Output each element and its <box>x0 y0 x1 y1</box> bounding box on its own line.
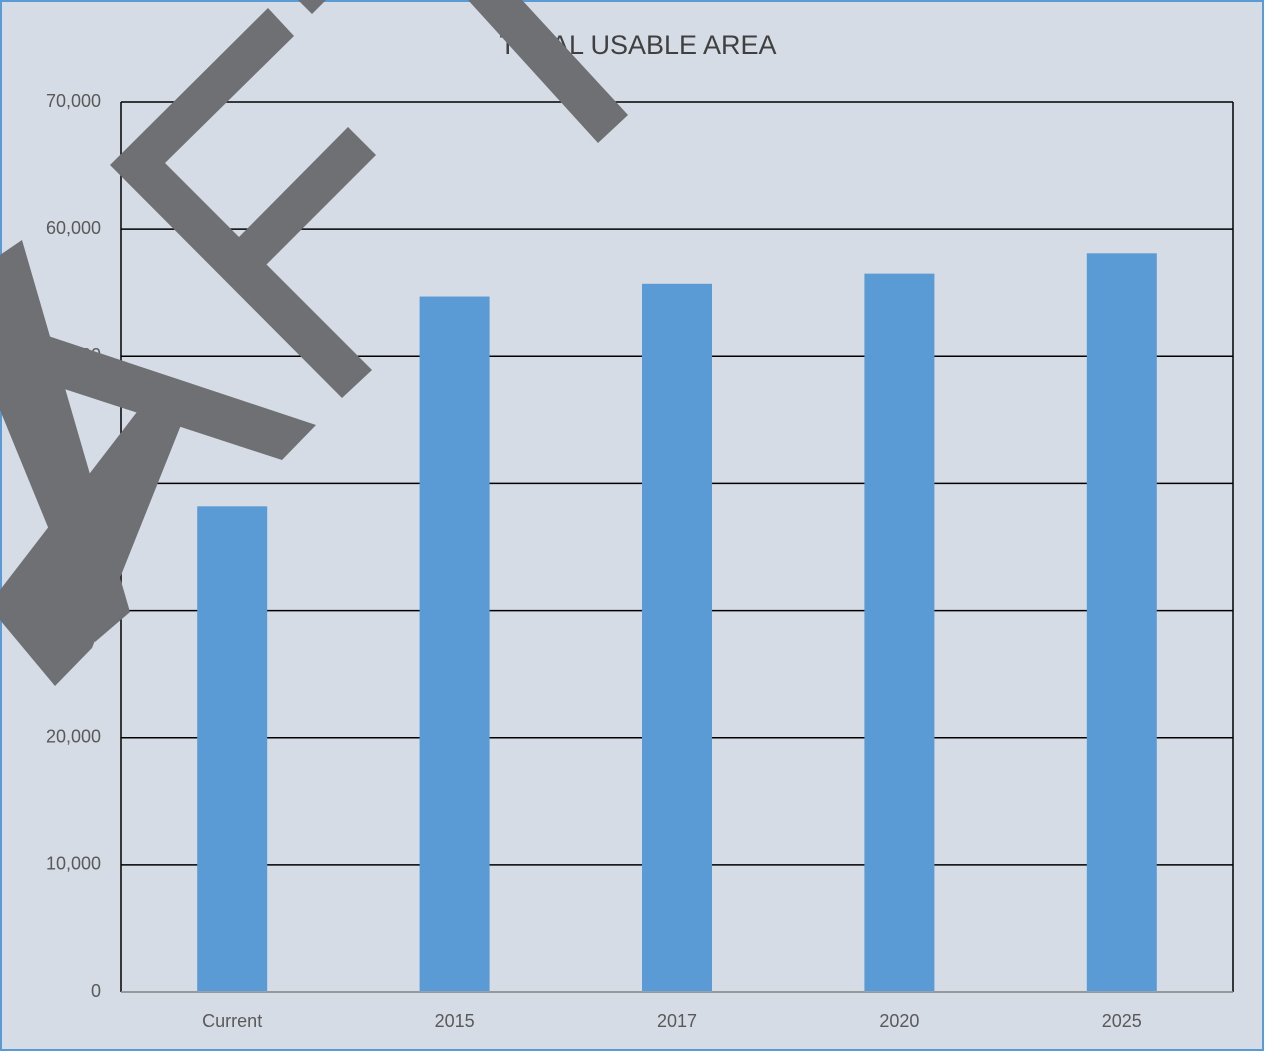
watermark-stroke <box>0 395 185 686</box>
bar <box>642 283 712 992</box>
y-tick-label: 10,000 <box>46 854 101 874</box>
y-tick-label: 60,000 <box>46 218 101 238</box>
bar <box>864 273 935 993</box>
watermark-stroke <box>0 320 316 460</box>
watermark <box>0 0 628 686</box>
watermark-stroke <box>110 8 372 398</box>
y-tick-label: 70,000 <box>46 91 101 111</box>
x-tick-label: 2017 <box>657 1011 697 1031</box>
watermark-stroke <box>298 0 326 14</box>
x-tick-label: 2015 <box>435 1011 475 1031</box>
y-tick-label: 0 <box>91 981 101 1001</box>
x-tick-label: Current <box>202 1011 262 1031</box>
watermark-stroke <box>468 0 628 143</box>
x-tick-label: 2020 <box>879 1011 919 1031</box>
bar <box>1086 253 1157 993</box>
bar <box>419 296 490 992</box>
x-tick-label: 2025 <box>1102 1011 1142 1031</box>
y-tick-label: 20,000 <box>46 726 101 746</box>
watermark-stroke <box>238 127 376 266</box>
bar <box>197 506 268 992</box>
